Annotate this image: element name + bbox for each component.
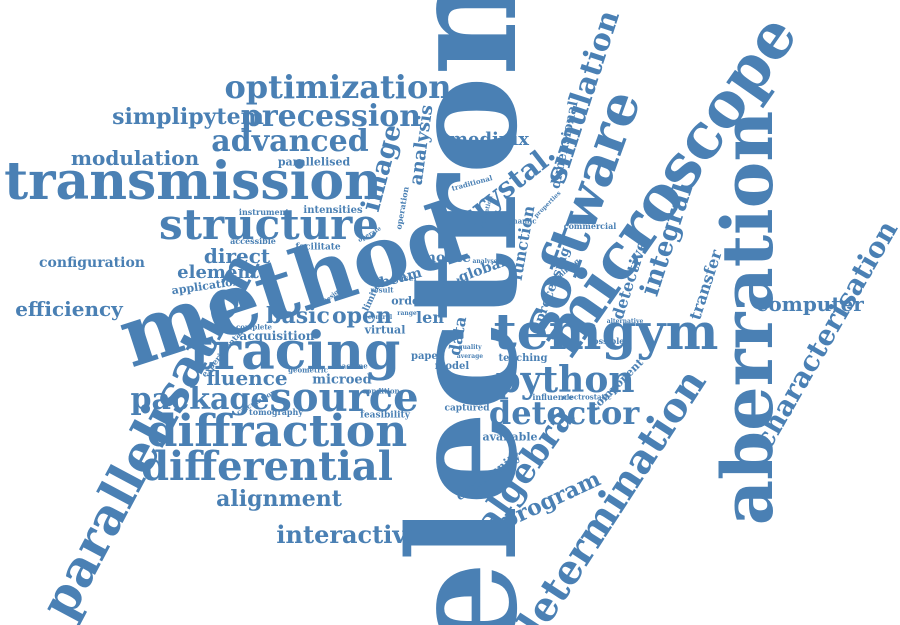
word-order: order <box>391 294 425 308</box>
word-geometric: geometric <box>288 365 328 375</box>
word-element: element <box>177 262 259 283</box>
word-virtual: virtual <box>364 323 406 337</box>
word-alternative: alternative <box>606 318 644 325</box>
word-configuration: configuration <box>39 255 145 271</box>
word-commercial: commercial <box>563 221 617 231</box>
word-teaching: teaching <box>498 353 548 364</box>
word-control: control <box>367 314 393 321</box>
word-tracing: tracing <box>189 321 401 382</box>
word-user: user <box>398 273 418 283</box>
word-instrument: instrument <box>238 207 290 217</box>
word-computer: computer <box>756 292 864 316</box>
word-modulation: modulation <box>70 146 200 170</box>
word-efficiency: efficiency <box>15 297 123 321</box>
word-simplipytem: simplipytem <box>112 104 264 130</box>
word-differential: differential <box>141 443 393 490</box>
word-structure: structure <box>158 200 380 249</box>
word-influence: influence <box>532 392 574 402</box>
word-analyse: analyse <box>472 258 498 265</box>
word-tomography: tomography <box>249 407 303 417</box>
word-acquisition: acquisition <box>239 329 315 343</box>
word-temgym: temgym <box>493 302 719 361</box>
word-medipix: medipix <box>448 129 530 150</box>
word-possible: possible <box>587 336 625 346</box>
word-python: python <box>495 359 635 401</box>
word-captured: captured <box>444 403 490 414</box>
word-transmission: transmission <box>4 151 382 212</box>
word-basic: basic <box>266 303 330 329</box>
word-microed: microed <box>312 372 372 388</box>
word-paper: paper <box>410 351 444 362</box>
word-alignment: alignment <box>216 486 342 512</box>
word-carlo: carlo <box>432 277 470 293</box>
word-machine: machine <box>334 361 368 371</box>
word-condition: condition <box>362 386 400 396</box>
word-complete: complete <box>235 322 273 332</box>
word-monte: monte <box>421 250 471 266</box>
word-range: range <box>397 310 417 317</box>
word-aberration: aberration <box>706 110 789 526</box>
word-result: result <box>370 285 394 295</box>
word-average: average <box>456 353 484 360</box>
word-diffraction: diffraction <box>146 406 408 457</box>
word-len: len <box>416 308 444 327</box>
word-quality: quality <box>458 344 482 351</box>
word-model: model <box>434 361 470 372</box>
word-accessible: accessible <box>230 236 276 246</box>
word-open: open <box>331 303 393 329</box>
word-precession: precession <box>240 99 422 134</box>
word-package: package <box>130 382 270 417</box>
word-facilitate: facilitate <box>295 242 341 253</box>
word-source: source <box>269 374 419 421</box>
word-direct: direct <box>203 244 271 268</box>
word-feasibility: feasibility <box>360 410 410 421</box>
word-optimization: optimization <box>224 68 452 106</box>
word-available: available <box>482 430 538 444</box>
word-fluence: fluence <box>206 366 288 390</box>
word-interactive: interactive <box>276 520 422 549</box>
word-parallelised: parallelised <box>277 155 351 169</box>
word-dynamic: dynamic <box>503 216 537 226</box>
word-electrostatic: electrostatic <box>562 392 612 402</box>
word-intensities: intensities <box>303 205 363 216</box>
word-advanced: advanced <box>211 124 369 159</box>
word-detector: detector <box>488 394 640 432</box>
